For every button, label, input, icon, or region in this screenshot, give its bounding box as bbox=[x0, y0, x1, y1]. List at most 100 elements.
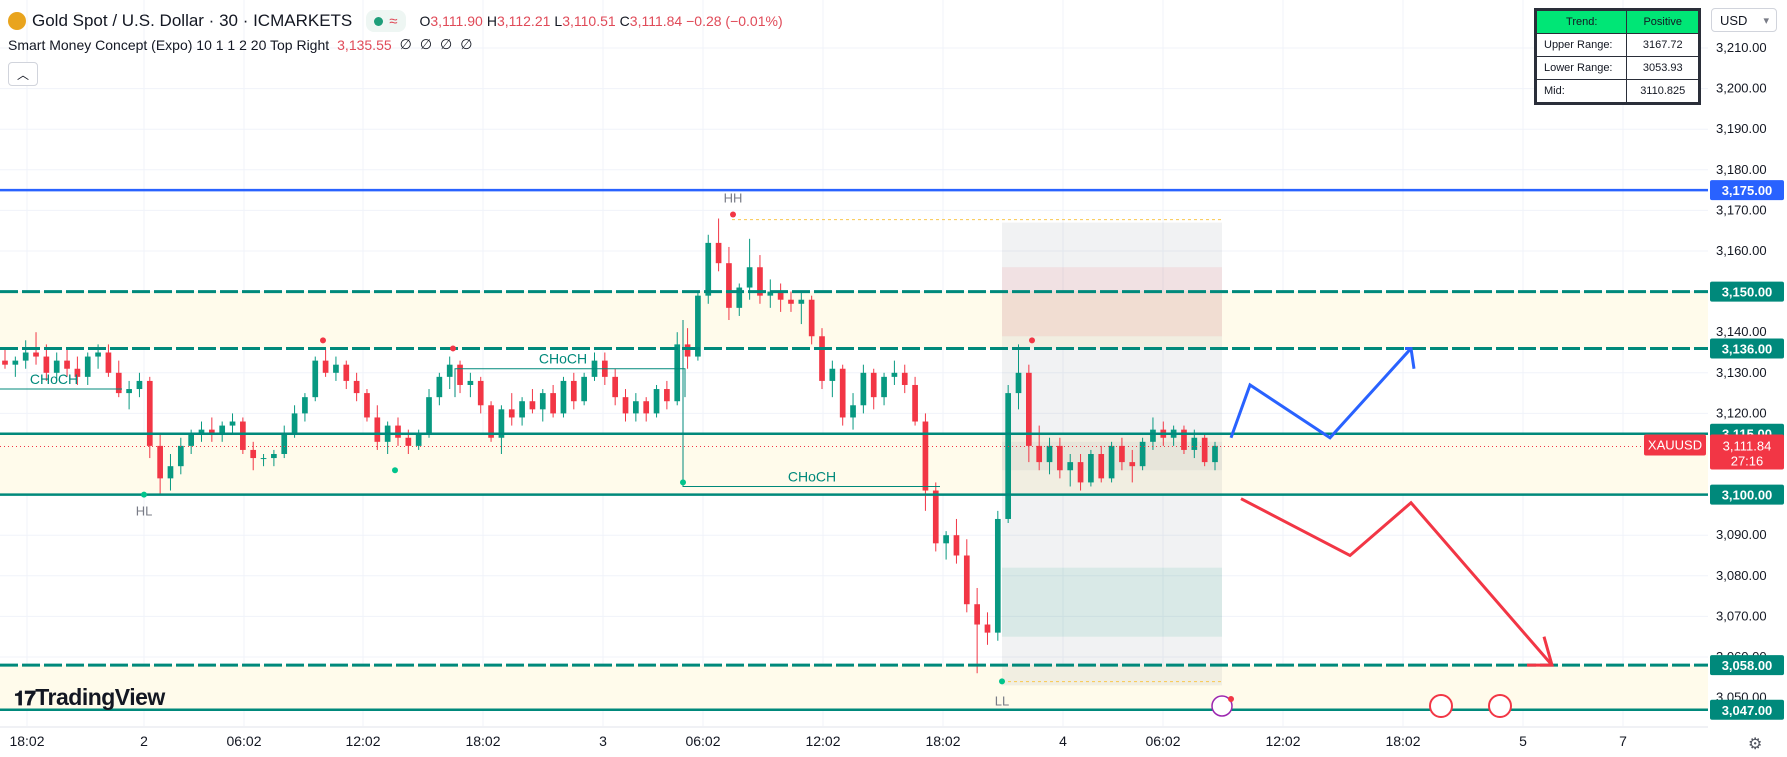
us-flag-event-icon[interactable] bbox=[1488, 694, 1512, 718]
choch-line bbox=[682, 320, 940, 487]
candle-body bbox=[788, 299, 794, 304]
event-dot-icon bbox=[1228, 696, 1234, 702]
candle-body bbox=[477, 380, 484, 406]
candle-body bbox=[870, 372, 877, 398]
candle-body bbox=[146, 380, 153, 446]
candle-body bbox=[653, 389, 660, 414]
candle-body bbox=[105, 352, 112, 373]
candle-body bbox=[798, 299, 805, 304]
null-value: ∅ bbox=[440, 36, 453, 52]
price-tick-label: 3,210.00 bbox=[1716, 40, 1767, 55]
symbol-title[interactable]: Gold Spot / U.S. Dollar · 30 · ICMARKETS bbox=[32, 11, 353, 30]
time-tick-label: 12:02 bbox=[1265, 733, 1300, 749]
level-price-badge bbox=[1710, 699, 1784, 720]
candle-body bbox=[715, 242, 722, 264]
candle-body bbox=[177, 445, 184, 467]
null-value: ∅ bbox=[460, 36, 473, 52]
ohlc-readout: O3,111.90 H3,112.21 L3,110.51 C3,111.84 −0.… bbox=[419, 13, 783, 29]
trend-label: Trend: bbox=[1537, 11, 1627, 33]
price-tick-label: 3,070.00 bbox=[1716, 608, 1767, 623]
upper-range-row: Upper Range: 3167.72 bbox=[1537, 34, 1698, 57]
candle-body bbox=[22, 352, 29, 361]
level-price-label: 3,047.00 bbox=[1722, 703, 1773, 718]
candle-body bbox=[136, 380, 143, 390]
candle-body bbox=[446, 364, 453, 377]
level-price-label: 3,136.00 bbox=[1722, 341, 1773, 356]
candle-body bbox=[881, 376, 887, 398]
candle-body bbox=[260, 458, 267, 460]
candle-body bbox=[395, 425, 401, 438]
time-tick-label: 5 bbox=[1519, 733, 1527, 749]
upper-range-value: 3167.72 bbox=[1626, 34, 1698, 56]
candle-body bbox=[364, 393, 370, 418]
swing-point-marker bbox=[392, 467, 398, 474]
candle-body bbox=[1015, 372, 1022, 394]
hl-label: HL bbox=[136, 504, 153, 519]
swing-point-marker bbox=[320, 337, 326, 344]
change-value: −0.28 (−0.01%) bbox=[686, 13, 783, 29]
bullish-projection-path[interactable] bbox=[1229, 347, 1413, 440]
time-tick-label: 18:02 bbox=[1385, 733, 1420, 749]
lightning-event-icon[interactable] bbox=[1211, 695, 1233, 717]
candle-body bbox=[560, 380, 567, 414]
bar-countdown-label: 27:16 bbox=[1731, 454, 1764, 469]
collapse-legend-button[interactable]: ︿ bbox=[8, 62, 38, 86]
price-tick-label: 3,170.00 bbox=[1716, 202, 1767, 217]
candle-body bbox=[581, 376, 587, 402]
candle-body bbox=[695, 295, 701, 357]
candle-body bbox=[343, 364, 350, 381]
candle-body bbox=[1119, 445, 1125, 463]
swing-point-marker bbox=[730, 211, 736, 218]
level-price-label: 3,058.00 bbox=[1722, 658, 1773, 673]
tradingview-logo[interactable]: 𝟏𝟕TradingView bbox=[14, 684, 165, 710]
level-price-badge bbox=[1710, 281, 1784, 302]
candle-body bbox=[994, 518, 1001, 633]
indicator-legend[interactable]: Smart Money Concept (Expo) 10 1 1 2 20 T… bbox=[8, 36, 472, 53]
low-value: 3,110.51 bbox=[562, 13, 616, 29]
candle-body bbox=[664, 389, 670, 402]
candle-body bbox=[2, 360, 8, 365]
candle-body bbox=[943, 535, 949, 544]
time-tick-label: 06:02 bbox=[226, 733, 261, 749]
time-tick-label: 12:02 bbox=[805, 733, 840, 749]
us-flag-event-icon[interactable] bbox=[1429, 694, 1453, 718]
candle-body bbox=[467, 380, 474, 385]
price-axis-pane[interactable] bbox=[1708, 0, 1787, 757]
candle-body bbox=[115, 372, 122, 394]
level-price-badge bbox=[1710, 655, 1784, 676]
high-value: 3,112.21 bbox=[496, 13, 551, 29]
market-status-pill[interactable]: ≈ bbox=[366, 10, 406, 32]
take-profit-zone bbox=[1002, 567, 1222, 637]
level-price-badge bbox=[1710, 484, 1784, 505]
time-tick-label: 12:02 bbox=[345, 733, 380, 749]
supply-demand-zone bbox=[0, 433, 1708, 495]
candle-body bbox=[271, 454, 277, 459]
candle-body bbox=[539, 393, 546, 410]
currency-select[interactable]: USD bbox=[1711, 8, 1777, 32]
candle-body bbox=[726, 263, 732, 308]
candle-body bbox=[167, 466, 174, 479]
choch-label: CHoCH bbox=[30, 371, 78, 387]
candle-body bbox=[974, 604, 980, 625]
level-price-badge bbox=[1710, 338, 1784, 359]
time-tick-label: 18:02 bbox=[925, 733, 960, 749]
swing-point-marker bbox=[450, 345, 456, 352]
time-tick-label: 18:02 bbox=[465, 733, 500, 749]
settings-gear-icon[interactable]: ⚙ bbox=[1748, 736, 1763, 753]
swing-point-marker bbox=[680, 479, 686, 486]
time-tick-label: 3 bbox=[599, 733, 607, 749]
bearish-projection-path[interactable] bbox=[1240, 497, 1554, 667]
candle-body bbox=[198, 429, 205, 434]
candle-body bbox=[860, 372, 867, 406]
candle-body bbox=[374, 417, 381, 442]
candle-body bbox=[612, 376, 619, 398]
price-tick-label: 3,120.00 bbox=[1716, 405, 1767, 420]
candle-body bbox=[1088, 454, 1094, 483]
projection-arrowhead bbox=[1405, 346, 1416, 369]
indicator-name[interactable]: Smart Money Concept (Expo) 10 1 1 2 20 T… bbox=[8, 36, 330, 53]
mid-label: Mid: bbox=[1537, 80, 1627, 102]
trend-value: Positive bbox=[1626, 11, 1698, 33]
candle-body bbox=[1005, 393, 1012, 519]
candle-body bbox=[126, 389, 132, 394]
